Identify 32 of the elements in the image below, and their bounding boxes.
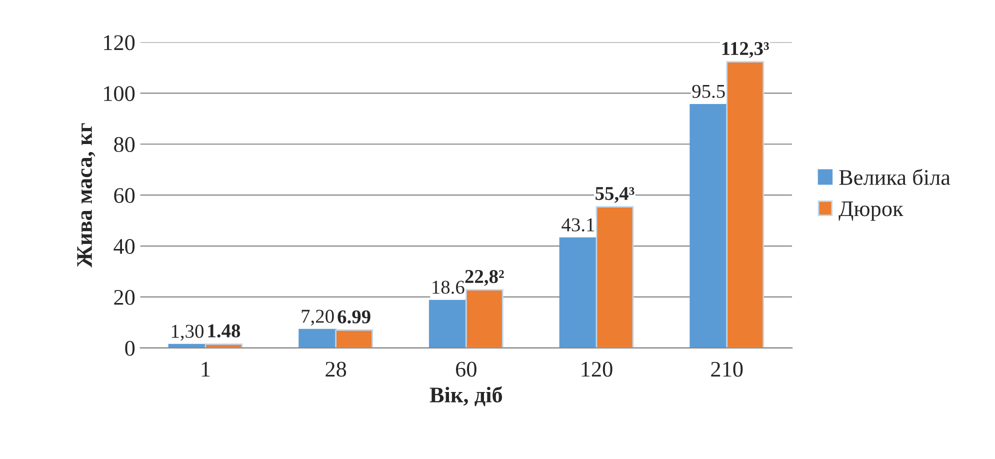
data-label: 1.48 — [208, 324, 240, 338]
data-label: 43.1 — [562, 218, 594, 232]
x-tick-label: 1 — [202, 362, 210, 377]
bar — [204, 343, 243, 348]
y-tick-label: 100 — [104, 86, 135, 102]
x-tick-label: 210 — [711, 362, 743, 377]
data-label: 18.6 — [432, 280, 464, 294]
x-tick-label: 120 — [582, 362, 612, 377]
data-label: 112,3³ — [722, 42, 769, 58]
bar — [559, 237, 598, 348]
data-label: 7,20 — [302, 310, 334, 326]
x-tick-label: 28 — [326, 362, 346, 377]
data-label: 6.99 — [338, 310, 370, 324]
bar — [465, 289, 504, 348]
y-axis-title: Жива маса, кг — [77, 123, 96, 268]
bar — [596, 206, 634, 348]
bar — [726, 61, 764, 348]
data-label: 22,8² — [465, 270, 504, 286]
data-label: 55,4³ — [596, 187, 634, 203]
data-label: 95.5 — [692, 84, 725, 98]
legend-label: Велика біла — [839, 168, 950, 186]
x-axis-title: Вік, діб — [430, 386, 502, 406]
x-tick-label: 60 — [456, 362, 476, 377]
y-tick-label: 40 — [114, 238, 135, 254]
y-tick-label: 0 — [125, 340, 135, 356]
data-label: 1,30 — [172, 324, 204, 341]
legend-label: Дюрок — [838, 202, 904, 221]
bar — [298, 328, 337, 348]
y-tick-label: 120 — [104, 35, 135, 50]
y-tick-label: 80 — [114, 137, 135, 152]
y-tick-label: 20 — [114, 290, 135, 305]
y-tick-label: 60 — [114, 188, 135, 204]
